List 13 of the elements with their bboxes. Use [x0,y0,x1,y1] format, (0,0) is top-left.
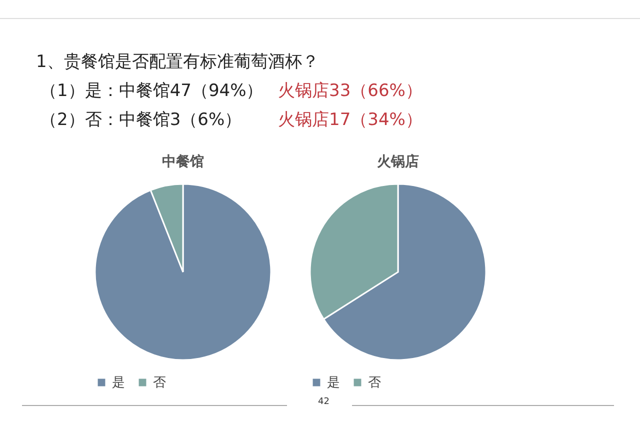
text: （1）是：中餐馆47（94%） [39,80,264,103]
text: 1、贵餐馆是否配置有标准葡萄酒杯？ [36,51,320,74]
legend-label: 是 [327,376,340,391]
text: （2）否：中餐馆3（6%） [39,109,243,132]
text: 42 [318,397,330,407]
legend-label: 否 [153,376,166,391]
text: 火锅店17（34%） [278,109,422,132]
chart-title: 中餐馆 [162,153,204,170]
text: 火锅店33（66%） [278,80,422,103]
legend-label: 否 [368,376,381,391]
chart-title: 火锅店 [377,153,419,170]
pie-slice [94,183,272,361]
legend-label: 是 [112,376,125,391]
